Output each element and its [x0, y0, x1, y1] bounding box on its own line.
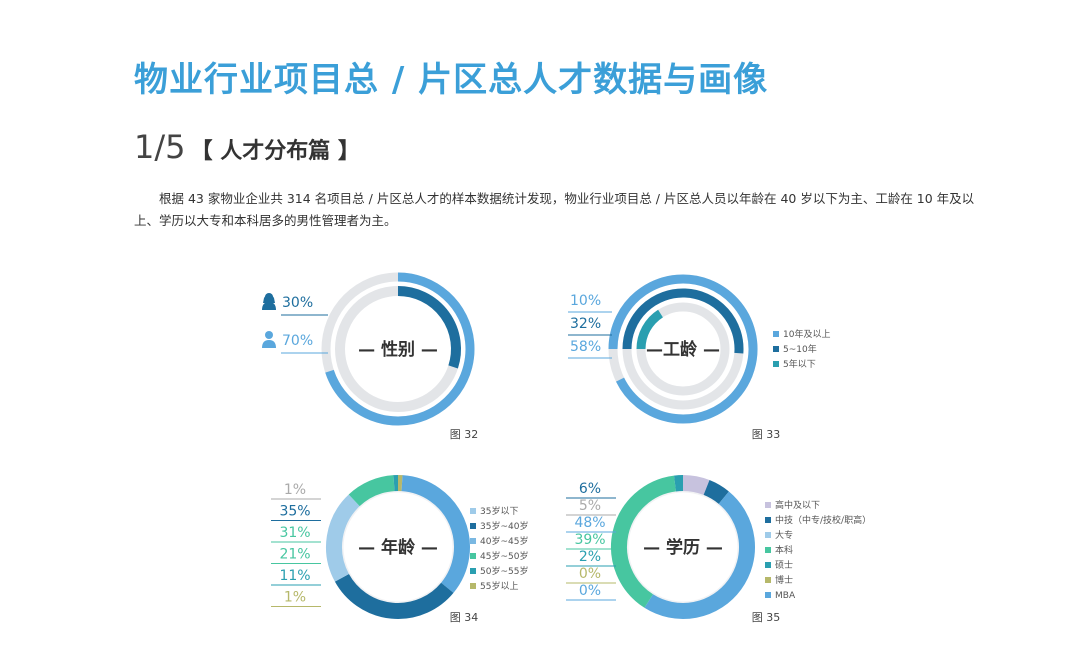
legend-swatch	[470, 583, 476, 589]
donut-slice	[644, 491, 755, 619]
legend-swatch	[765, 517, 771, 523]
legend-swatch	[765, 532, 771, 538]
legend-swatch	[765, 502, 771, 508]
value-label: 32%	[570, 316, 601, 332]
intro-paragraph: 根据 43 家物业企业共 314 名项目总 / 片区总人才的样本数据统计发现，物…	[134, 191, 975, 228]
value-label: 35%	[279, 504, 310, 520]
chart-age: — 年龄 — 1% 35% 31% 21% 11% 1% 35岁以下 35岁~40岁 40岁~45…	[271, 475, 528, 624]
value-label: 10%	[570, 293, 601, 309]
legend-swatch	[470, 523, 476, 529]
value-label: 31%	[279, 525, 310, 541]
legend-label: 5年以下	[783, 358, 816, 370]
female-user-icon	[262, 293, 276, 310]
center-label: — 学历 —	[643, 537, 723, 558]
donut-slice	[611, 475, 677, 608]
figure-caption: 图 33	[752, 428, 781, 441]
section-number: 1/5	[134, 128, 186, 166]
legend-label: MBA	[775, 591, 796, 601]
donut-slice	[703, 480, 729, 505]
center-label: — 年龄 —	[358, 537, 438, 558]
inner-halo	[625, 489, 741, 605]
legend-swatch	[470, 538, 476, 544]
donut-slice	[673, 474, 684, 492]
legend-label: 本科	[775, 544, 793, 556]
legend-swatch	[765, 592, 771, 598]
legend-label: 博士	[775, 574, 793, 586]
value-label: 0%	[579, 566, 601, 582]
section-heading: 1/5 【 人才分布篇 】	[134, 128, 360, 166]
value-label: 1%	[284, 482, 306, 498]
value-label: 39%	[574, 532, 605, 548]
legend-label: 10年及以上	[783, 328, 830, 340]
value-label: 5%	[579, 498, 601, 514]
value-label: 30%	[282, 295, 313, 311]
donut-slice	[334, 573, 454, 619]
value-label: 48%	[574, 515, 605, 531]
page-title: 物业行业项目总 / 片区总人才数据与画像	[134, 60, 769, 100]
legend-swatch	[765, 547, 771, 553]
legend-label: 硕士	[775, 559, 793, 571]
figure-caption: 图 32	[450, 428, 479, 441]
legend-label: 40岁~45岁	[480, 535, 528, 547]
male-user-icon	[262, 331, 276, 348]
ring-arc	[636, 309, 664, 350]
legend-swatch	[470, 508, 476, 514]
figure-caption: 图 35	[752, 611, 781, 624]
legend-label: 5~10年	[783, 343, 817, 355]
donut-slice	[401, 475, 470, 593]
value-label: 11%	[279, 568, 310, 584]
donut-slice	[326, 494, 360, 582]
center-label-tenure: —工龄 —	[646, 339, 720, 360]
legend-swatch	[765, 562, 771, 568]
value-label: 2%	[579, 549, 601, 565]
legend-label: 35岁~40岁	[480, 520, 528, 532]
donut-slice	[348, 475, 395, 507]
arc-female	[397, 286, 461, 369]
ring-arc	[622, 288, 744, 354]
legend-label: 高中及以下	[775, 499, 820, 511]
value-label: 6%	[579, 481, 601, 497]
value-label: 70%	[282, 333, 313, 349]
donut-slice	[682, 475, 710, 496]
legend-label: 35岁以下	[480, 505, 518, 517]
legend-swatch	[773, 361, 779, 367]
chart-education: — 学历 —6%5%48%39%2%0%0%高中及以下中技（中专/技校/职高）大…	[566, 474, 871, 624]
legend-swatch	[470, 553, 476, 559]
section-title: 【 人才分布篇 】	[190, 139, 360, 164]
chart-gender: — 性别 — 30% 70% 图 32	[262, 272, 479, 441]
value-label: 58%	[570, 339, 601, 355]
legend-label: 大专	[775, 529, 793, 541]
legend-swatch	[773, 346, 779, 352]
legend-swatch	[773, 331, 779, 337]
value-label: 21%	[279, 547, 310, 563]
center-label-gender: — 性别 —	[358, 339, 438, 360]
arc-male	[325, 272, 475, 426]
legend-swatch	[470, 568, 476, 574]
value-label: 0%	[579, 583, 601, 599]
legend-label: 中技（中专/技校/职高）	[775, 514, 871, 526]
legend-label: 55岁以上	[480, 580, 518, 592]
ring-arc	[608, 274, 758, 424]
legend-swatch	[765, 577, 771, 583]
value-label: 1%	[284, 590, 306, 606]
legend-label: 50岁~55岁	[480, 565, 528, 577]
figure-caption: 图 34	[450, 611, 479, 624]
legend-label: 45岁~50岁	[480, 550, 528, 562]
